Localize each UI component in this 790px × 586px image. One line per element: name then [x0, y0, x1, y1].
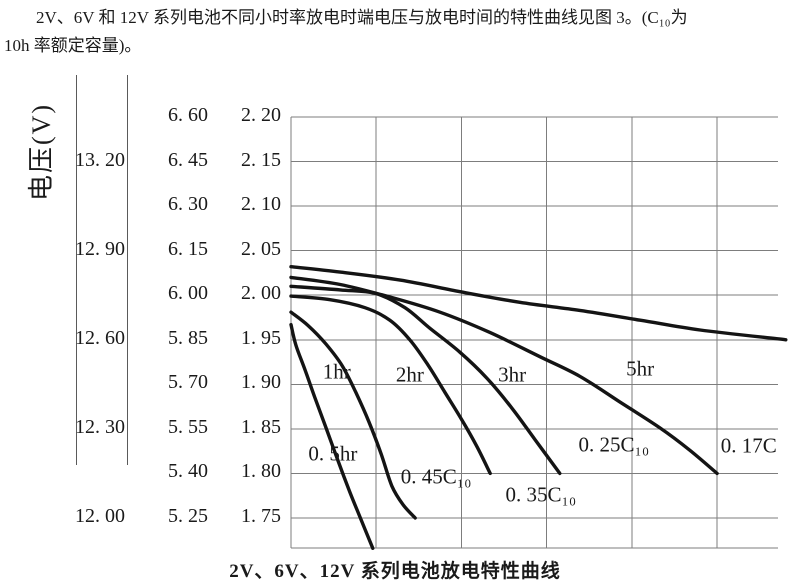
discharge-curve-1hr: [289, 310, 417, 520]
curve-label-05hr: 0. 5hr: [308, 441, 358, 466]
tick-2v: 1. 90: [241, 371, 281, 394]
tick-2v: 2. 05: [241, 237, 281, 260]
discharge-curve-2hr: [289, 294, 492, 476]
figure-caption: 2V、6V、12V 系列电池放电特性曲线: [229, 561, 561, 582]
tick-2v: 1. 75: [241, 504, 281, 527]
tick-12v: 12. 00: [75, 504, 125, 527]
tick-2v: 2. 20: [241, 104, 281, 126]
discharge-curve-5hr: [289, 275, 719, 476]
tick-6v: 5. 40: [168, 460, 208, 483]
tick-2v: 1. 80: [241, 460, 281, 483]
curve-label-035C₁₀: 0. 35C₁₀: [505, 482, 577, 507]
tick-6v: 5. 25: [168, 504, 208, 527]
curve-label-2hr: 2hr: [395, 362, 424, 387]
tick-6v: 5. 70: [168, 371, 208, 394]
intro-line-2: 10h 率额定容量)。: [4, 36, 142, 55]
intro-paragraph: 2V、6V 和 12V 系列电池不同小时率放电时端电压与放电时间的特性曲线见图 …: [4, 4, 780, 60]
tick-6v: 5. 85: [168, 326, 208, 349]
tick-12v: 12. 90: [75, 237, 125, 260]
intro-line-1: 2V、6V 和 12V 系列电池不同小时率放电时端电压与放电时间的特性曲线见图 …: [36, 8, 688, 27]
tick-2v: 2. 00: [241, 282, 281, 305]
curve-label-025C₁₀: 0. 25C₁₀: [578, 432, 650, 457]
tick-12v: 13. 20: [75, 148, 125, 171]
tick-6v: 6. 60: [168, 104, 208, 126]
tick-12v: 12. 30: [75, 415, 125, 438]
left-column-line-1: [76, 75, 77, 465]
tick-6v: 6. 15: [168, 237, 208, 260]
curve-label-045C₁₀: 0. 45C₁₀: [400, 464, 472, 489]
tick-2v: 1. 85: [241, 415, 281, 438]
tick-2v: 2. 10: [241, 193, 281, 216]
tick-12v: 12. 60: [75, 326, 125, 349]
tick-6v: 6. 30: [168, 193, 208, 216]
tick-2v: 2. 15: [241, 148, 281, 171]
tick-6v: 5. 55: [168, 415, 208, 438]
tick-6v: 6. 00: [168, 282, 208, 305]
curve-label-017C: 0. 17C: [720, 433, 777, 458]
discharge-curve-0.17C10: [289, 265, 788, 342]
tick-2v: 1. 95: [241, 326, 281, 349]
curve-label-3hr: 3hr: [498, 362, 527, 387]
curve-label-5hr: 5hr: [626, 356, 655, 381]
tick-6v: 6. 45: [168, 148, 208, 171]
curve-label-1hr: 1hr: [322, 359, 351, 384]
left-column-line-2: [127, 75, 128, 465]
discharge-curve-3hr: [289, 284, 562, 476]
discharge-curve-0.5hr: [289, 322, 375, 550]
